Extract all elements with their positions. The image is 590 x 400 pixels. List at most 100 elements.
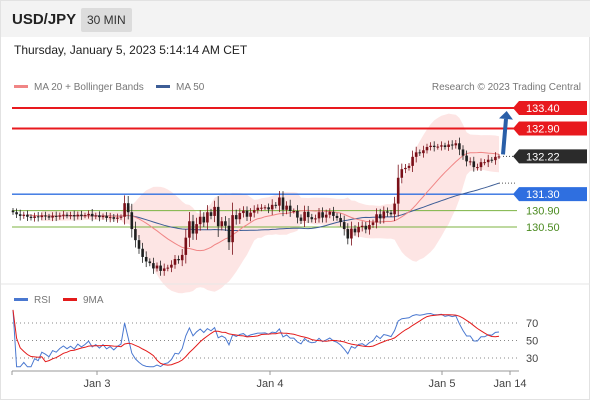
- candle: [98, 211, 101, 222]
- candle-body: [216, 206, 220, 227]
- candle: [461, 145, 465, 160]
- candle: [177, 255, 180, 264]
- candle-body: [310, 217, 314, 220]
- candle-body: [360, 225, 364, 227]
- candle-body: [389, 212, 393, 215]
- candle: [468, 157, 472, 166]
- candle-body: [159, 265, 162, 271]
- candle: [173, 254, 177, 269]
- candle: [252, 205, 256, 218]
- candle: [101, 213, 105, 220]
- candle-body: [461, 149, 465, 156]
- candle-body: [206, 212, 209, 223]
- candle-body: [382, 211, 386, 219]
- candle: [263, 205, 267, 210]
- candle: [368, 219, 371, 235]
- candle: [152, 257, 155, 274]
- candle-body: [458, 143, 461, 150]
- candle-body: [296, 210, 299, 218]
- candle-body: [227, 225, 231, 243]
- candle: [15, 208, 18, 219]
- candle-body: [328, 211, 332, 215]
- candle-body: [317, 212, 321, 219]
- candle: [44, 211, 47, 221]
- candle-body: [353, 228, 357, 233]
- candle-body: [357, 227, 360, 233]
- price-levels: [12, 107, 517, 228]
- candle: [47, 213, 51, 221]
- candle-body: [292, 210, 296, 212]
- candle-body: [234, 215, 238, 220]
- forecast-arrow: [499, 111, 513, 155]
- candle: [335, 213, 339, 221]
- timeframe-button[interactable]: 30 MIN: [81, 8, 132, 32]
- candle: [238, 208, 242, 224]
- candle-body: [26, 214, 29, 217]
- candle: [317, 208, 321, 223]
- candle: [54, 211, 58, 222]
- bollinger-bands: [41, 113, 500, 294]
- candle-body: [245, 210, 249, 217]
- candle: [227, 217, 231, 250]
- candle-body: [378, 214, 382, 219]
- candle: [447, 140, 450, 151]
- candle-body: [260, 207, 263, 209]
- candle-body: [94, 215, 98, 217]
- candle: [90, 208, 94, 222]
- candle: [486, 154, 490, 168]
- level-label: 132.22: [526, 151, 560, 163]
- candle: [393, 196, 396, 222]
- candle: [450, 140, 454, 150]
- candle: [231, 202, 234, 255]
- candle-body: [173, 259, 177, 265]
- candle-body: [116, 217, 119, 219]
- level-label: 130.50: [526, 222, 560, 234]
- candle: [382, 206, 386, 224]
- candle-body: [476, 167, 479, 169]
- x-tick-label: Jan 4: [257, 378, 284, 390]
- candle: [296, 205, 299, 224]
- candle-body: [36, 216, 40, 218]
- candle-body: [465, 155, 468, 162]
- candle-body: [29, 216, 33, 218]
- candle-body: [65, 214, 69, 216]
- candle: [479, 158, 483, 171]
- candle-body: [40, 215, 44, 218]
- candle-body: [58, 215, 62, 217]
- candle: [191, 214, 195, 240]
- symbol-label: USD/JPY: [12, 11, 77, 28]
- candle-body: [285, 205, 288, 210]
- candle-body: [386, 211, 389, 213]
- candle: [400, 163, 404, 184]
- rsi-tick-label: 70: [526, 318, 538, 330]
- candle-body: [202, 216, 206, 223]
- candle: [141, 242, 144, 263]
- candle: [94, 212, 98, 220]
- candle-body: [375, 214, 378, 223]
- candle-body: [335, 215, 339, 218]
- candle: [497, 154, 501, 160]
- x-tick-label: Jan 3: [84, 378, 111, 390]
- candle-body: [123, 203, 126, 217]
- candle-body: [436, 146, 440, 148]
- candle: [220, 216, 224, 231]
- candle: [321, 207, 324, 223]
- candle-body: [238, 213, 242, 220]
- candle-body: [188, 221, 191, 238]
- candle-body: [400, 169, 404, 178]
- candle-body: [299, 217, 303, 221]
- candle: [378, 208, 382, 224]
- candle: [443, 142, 447, 150]
- candle: [134, 221, 137, 248]
- candle: [494, 152, 497, 165]
- candle: [249, 208, 252, 222]
- candle-body: [332, 211, 335, 216]
- forecast-arrow-head: [499, 111, 513, 120]
- candle-body: [141, 248, 144, 257]
- candle-body: [404, 167, 407, 170]
- level-tag-resistance: [513, 101, 587, 116]
- candle: [306, 205, 310, 224]
- forecast-arrow-shaft: [501, 118, 508, 155]
- candle: [148, 258, 152, 267]
